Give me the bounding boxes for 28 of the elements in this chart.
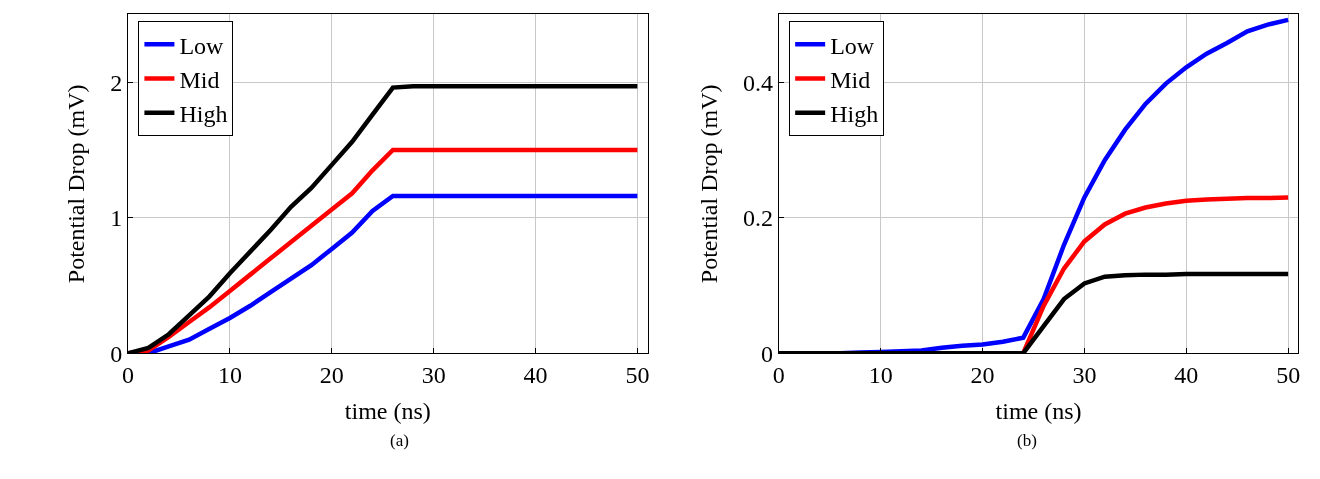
legend-label: High — [179, 101, 228, 128]
y-tick-label: 0 — [760, 340, 773, 367]
y-axis-title: Potential Drop (mV) — [696, 84, 723, 284]
x-tick-label: 20 — [319, 362, 344, 389]
legend-label: High — [830, 101, 879, 128]
x-tick-label: 10 — [217, 362, 242, 389]
x-tick-label: 40 — [1174, 362, 1199, 389]
x-tick-label: 40 — [523, 362, 548, 389]
x-axis-title: time (ns) — [344, 398, 431, 425]
y-tick-label: 0.4 — [742, 69, 773, 96]
y-tick-label: 0 — [110, 340, 123, 367]
text: (a) — [390, 431, 409, 450]
y-axis-title: Potential Drop (mV) — [63, 84, 90, 284]
y-tick-label: 0.2 — [742, 205, 773, 232]
x-tick-label: 20 — [970, 362, 995, 389]
legend-label: Mid — [830, 66, 871, 93]
x-tick-label: 10 — [868, 362, 893, 389]
legend-label: Low — [830, 32, 875, 59]
text: (b) — [1017, 431, 1037, 450]
x-tick-label: 50 — [625, 362, 650, 389]
legend-label: Low — [179, 32, 225, 59]
x-tick-label: 50 — [1276, 362, 1301, 389]
x-tick-label: 30 — [421, 362, 446, 389]
x-tick-label: 30 — [1072, 362, 1097, 389]
legend-label: Mid — [179, 66, 220, 93]
x-axis-title: time (ns) — [995, 398, 1082, 425]
y-tick-label: 2 — [110, 69, 123, 96]
y-tick-label: 1 — [110, 205, 123, 232]
